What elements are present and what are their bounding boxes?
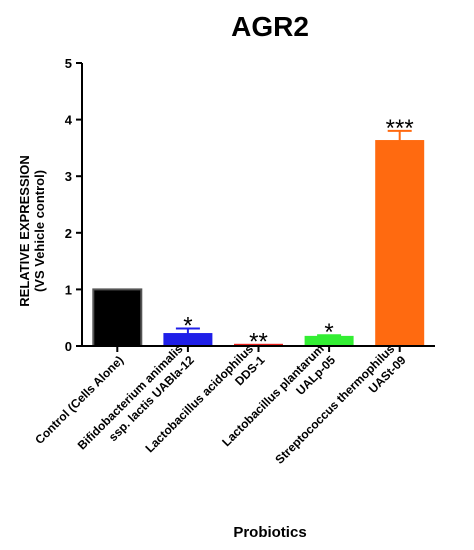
y-axis-title: RELATIVE EXPRESSION (VS Vehicle control) [17,155,47,306]
bars: *** **** [92,115,425,355]
y-axis: 0 1 2 3 4 5 [65,56,83,354]
y-axis-title-line-2: (VS Vehicle control) [32,170,47,292]
y-tick-label: 0 [65,339,72,354]
y-tick-label: 4 [65,113,73,128]
y-tick-label: 5 [65,56,72,71]
y-tick-label: 1 [65,282,72,297]
bar [375,140,425,347]
significance-label: ** [249,328,268,355]
significance-label: * [183,312,192,339]
y-tick-label: 2 [65,226,72,241]
y-axis-title-line-1: RELATIVE EXPRESSION [17,155,32,306]
significance-label: *** [386,115,414,142]
significance-label: * [324,319,333,346]
chart-title: AGR2 [231,11,309,42]
x-axis: Control (Cells Alone)Bifidobacterium ani… [32,342,435,467]
bar [92,288,143,347]
x-axis-title: Probiotics [233,524,306,541]
y-tick-label: 3 [65,169,72,184]
